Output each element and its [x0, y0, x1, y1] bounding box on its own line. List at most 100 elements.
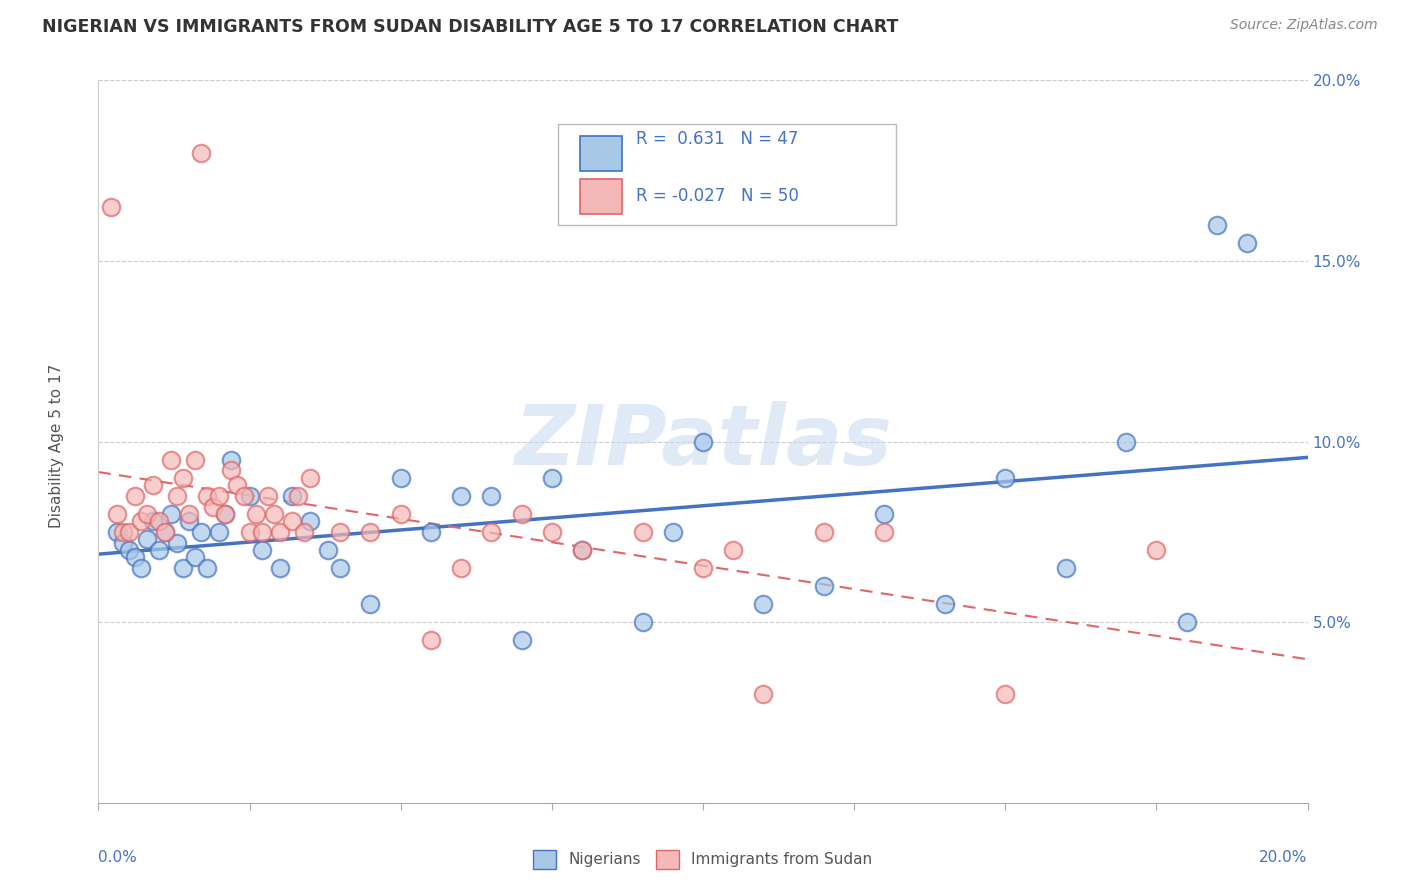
Point: [752, 597, 775, 611]
Point: [190, 145, 212, 160]
Point: [118, 542, 141, 557]
Point: [420, 524, 443, 539]
Point: [105, 524, 128, 539]
Point: [184, 452, 207, 467]
Point: [160, 452, 183, 467]
Point: [873, 507, 896, 521]
Point: [195, 489, 218, 503]
Point: [221, 463, 243, 477]
Point: [184, 550, 207, 565]
Point: [329, 561, 352, 575]
Point: [195, 561, 218, 575]
Point: [142, 478, 165, 492]
Point: [208, 489, 231, 503]
Point: [420, 633, 443, 648]
Point: [813, 579, 835, 593]
Point: [208, 524, 231, 539]
Point: [172, 471, 194, 485]
Point: [263, 507, 285, 521]
Point: [329, 524, 352, 539]
Point: [1054, 561, 1077, 575]
Text: R = -0.027   N = 50: R = -0.027 N = 50: [637, 187, 800, 205]
Point: [179, 514, 201, 528]
Point: [510, 507, 533, 521]
Point: [1236, 235, 1258, 250]
Point: [481, 489, 503, 503]
Point: [245, 507, 267, 521]
Point: [153, 524, 176, 539]
Point: [166, 489, 188, 503]
Point: [1175, 615, 1198, 630]
Point: [571, 542, 593, 557]
Text: ZIPatlas: ZIPatlas: [515, 401, 891, 482]
Point: [299, 514, 322, 528]
Point: [250, 524, 273, 539]
Point: [661, 524, 683, 539]
Point: [813, 524, 835, 539]
Point: [190, 524, 212, 539]
Point: [232, 489, 254, 503]
Point: [124, 489, 146, 503]
Point: [111, 535, 134, 549]
Point: [389, 471, 412, 485]
Point: [148, 542, 170, 557]
Point: [360, 597, 382, 611]
Point: [1115, 434, 1137, 449]
Point: [166, 535, 188, 549]
Point: [239, 489, 262, 503]
Point: [692, 434, 714, 449]
Point: [1206, 218, 1229, 232]
Point: [172, 561, 194, 575]
Point: [179, 507, 201, 521]
Point: [631, 524, 654, 539]
Point: [360, 524, 382, 539]
Point: [540, 471, 562, 485]
Point: [269, 561, 291, 575]
Point: [873, 524, 896, 539]
Point: [723, 542, 745, 557]
Point: [752, 687, 775, 701]
Point: [148, 514, 170, 528]
Point: [1146, 542, 1168, 557]
Point: [118, 524, 141, 539]
Point: [299, 471, 322, 485]
Point: [292, 524, 315, 539]
Point: [111, 524, 134, 539]
Point: [105, 507, 128, 521]
Point: [281, 514, 304, 528]
Point: [214, 507, 236, 521]
Point: [124, 550, 146, 565]
Point: [692, 561, 714, 575]
FancyBboxPatch shape: [579, 179, 621, 214]
Point: [142, 514, 165, 528]
Point: [214, 507, 236, 521]
Point: [510, 633, 533, 648]
Point: [250, 542, 273, 557]
Point: [135, 532, 157, 546]
Point: [316, 542, 339, 557]
Text: Source: ZipAtlas.com: Source: ZipAtlas.com: [1230, 18, 1378, 32]
FancyBboxPatch shape: [558, 124, 897, 225]
Point: [160, 507, 183, 521]
Point: [256, 489, 278, 503]
Point: [450, 489, 472, 503]
Point: [450, 561, 472, 575]
Text: 0.0%: 0.0%: [98, 850, 138, 864]
Point: [153, 524, 176, 539]
Point: [202, 500, 225, 514]
Point: [481, 524, 503, 539]
Point: [269, 524, 291, 539]
Point: [994, 687, 1017, 701]
Point: [631, 615, 654, 630]
Point: [571, 542, 593, 557]
Legend: Nigerians, Immigrants from Sudan: Nigerians, Immigrants from Sudan: [527, 844, 879, 875]
FancyBboxPatch shape: [579, 136, 621, 170]
Text: 20.0%: 20.0%: [1260, 850, 1308, 864]
Text: R =  0.631   N = 47: R = 0.631 N = 47: [637, 130, 799, 148]
Point: [221, 452, 243, 467]
Point: [239, 524, 262, 539]
Point: [129, 514, 152, 528]
Point: [540, 524, 562, 539]
Point: [135, 507, 157, 521]
Text: Disability Age 5 to 17: Disability Age 5 to 17: [49, 364, 63, 528]
